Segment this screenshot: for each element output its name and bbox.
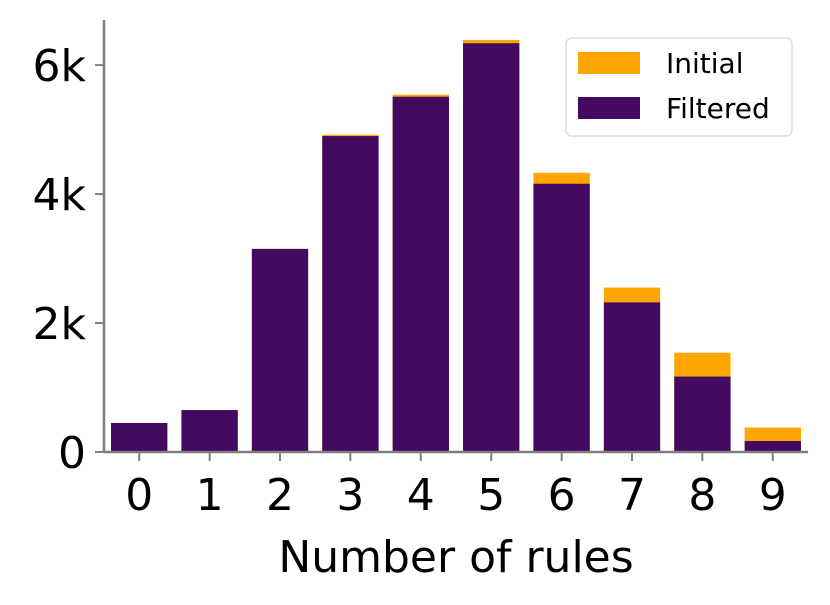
x-tick-label: 5 [477,470,505,521]
y-tick-label: 4k [33,170,87,221]
legend-swatch-filtered [578,97,640,119]
bar-filtered-2 [251,248,309,452]
legend-swatch-initial [578,52,640,74]
y-tick-label: 6k [33,41,87,92]
bar-filtered-0 [111,422,168,452]
bar-filtered-8 [674,376,731,452]
x-tick-label: 1 [196,470,224,521]
bar-filtered-7 [603,302,661,452]
bar-filtered-1 [181,410,238,452]
bar-filtered-4 [392,96,449,452]
bar-filtered-9 [744,441,801,452]
x-tick-label: 2 [266,470,294,521]
x-tick-label: 9 [759,470,787,521]
bar-filtered-6 [533,183,590,452]
x-tick-label: 8 [688,470,716,521]
legend-label-filtered: Filtered [666,92,770,125]
y-tick-label: 0 [58,428,86,479]
legend-label-initial: Initial [666,47,743,80]
x-tick-label: 6 [548,470,576,521]
x-tick-label: 0 [125,470,153,521]
y-tick-label: 2k [33,299,87,350]
x-axis-label: Number of rules [278,532,633,583]
bar-filtered-3 [322,136,379,453]
x-tick-label: 3 [336,470,364,521]
bar-filtered-5 [463,43,520,452]
x-tick-label: 7 [618,470,646,521]
bars-filtered [111,43,801,453]
legend: Initial Filtered [565,37,793,137]
x-tick-label: 4 [407,470,435,521]
y-ticks: 0 2k 4k 6k [33,41,104,479]
